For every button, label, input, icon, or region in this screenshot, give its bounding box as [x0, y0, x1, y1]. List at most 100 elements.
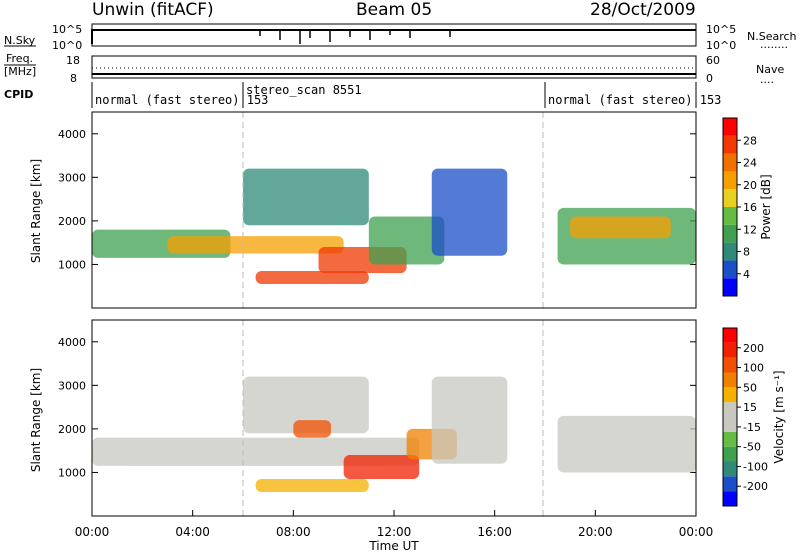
scatter-region — [293, 420, 332, 438]
colorbar-tick-label: 12 — [743, 223, 757, 236]
colorbar-swatch — [723, 461, 737, 477]
scatter-region — [255, 270, 369, 285]
colorbar-swatch — [723, 278, 737, 296]
cpid-segment-label: normal (fast stereo) 153 — [95, 93, 268, 107]
colorbar-swatch — [723, 153, 737, 172]
freq-right-tick-bottom: 0 — [706, 72, 713, 85]
scatter-region — [570, 216, 671, 239]
colorbar-tick-label: 50 — [743, 381, 757, 394]
colorbar-swatch — [723, 446, 737, 462]
sky-left-tick-top: 10^5 — [52, 23, 82, 36]
scatter-region — [243, 168, 369, 226]
time-axis-label: Time UT — [368, 539, 419, 553]
colorbar-tick-label: 8 — [743, 246, 750, 259]
x-tick-label: 12:00 — [377, 525, 412, 539]
sky-trace — [91, 29, 696, 44]
colorbar-swatch — [723, 342, 737, 358]
cpid-segment-label: stereo_scan 8551 — [246, 83, 362, 97]
freq-left-label-bottom: [MHz] — [4, 65, 36, 78]
colorbar-swatch — [723, 260, 737, 279]
colorbar-swatch — [723, 207, 737, 225]
power-colorbar-label: Power [dB] — [759, 174, 773, 239]
sky-right-tick-bottom: 10^0 — [706, 39, 736, 52]
colorbar-tick-label: -200 — [743, 480, 768, 493]
cpid-label: CPID — [4, 88, 33, 101]
colorbar-swatch — [723, 242, 737, 261]
colorbar-tick-label: -100 — [743, 460, 768, 473]
search-dips — [259, 31, 451, 44]
date-title: 28/Oct/2009 — [590, 0, 696, 20]
time-axis-ticks: 00:00 04:00 08:00 12:00 16:00 20:00 00:00 — [75, 510, 713, 539]
cpid-bar: CPID normal (fast stereo) 153stereo_scan… — [4, 82, 721, 108]
colorbar-swatch — [723, 417, 737, 432]
colorbar-tick-label: 15 — [743, 401, 757, 414]
x-tick-label: 20:00 — [578, 525, 613, 539]
x-tick-label: 00:00 — [75, 525, 110, 539]
freq-left-label-top: Freq. — [6, 52, 33, 65]
scatter-region — [557, 415, 696, 473]
colorbar-swatch — [723, 328, 737, 343]
scatter-region — [167, 236, 344, 254]
freq-panel: Freq. [MHz] 18 8 60 0 Nave .... — [4, 52, 784, 86]
colorbar-tick-label: 20 — [743, 179, 757, 192]
colorbar-swatch — [723, 171, 737, 190]
freq-left-tick-bottom: 8 — [70, 72, 77, 85]
power-regions — [92, 168, 696, 285]
y-tick-label: 2000 — [58, 215, 86, 228]
y-tick-label: 4000 — [58, 128, 86, 141]
colorbar-swatch — [723, 189, 737, 207]
velocity-yticks: 1000 2000 3000 4000 — [58, 336, 696, 479]
y-tick-label: 3000 — [58, 379, 86, 392]
scatter-region — [92, 437, 420, 466]
station-title: Unwin (fitACF) — [92, 0, 214, 20]
colorbar-swatch — [723, 491, 737, 506]
colorbar-tick-label: 4 — [743, 268, 750, 281]
freq-right-dots: .... — [760, 73, 774, 86]
x-tick-label: 08:00 — [276, 525, 311, 539]
colorbar-tick-label: 16 — [743, 201, 757, 214]
power-ylabel: Slant Range [km] — [29, 159, 43, 263]
colorbar-tick-label: -15 — [743, 421, 761, 434]
velocity-colorbar: 200 100 50 15 -15 -50 -100 -200 Velocity [m s⁻¹… — [722, 327, 786, 507]
sky-left-label: N.Sky — [4, 34, 36, 47]
power-panel: Slant Range [km] 1000 2000 3000 4000 — [29, 111, 697, 309]
freq-right-label: Nave — [756, 63, 784, 76]
sky-right-tick-top: 10^5 — [706, 23, 736, 36]
colorbar-swatch — [723, 431, 737, 447]
y-tick-label: 2000 — [58, 423, 86, 436]
scatter-region — [431, 168, 508, 256]
colorbar-swatch — [723, 357, 737, 373]
scatter-region — [343, 455, 420, 479]
colorbar-tick-label: 24 — [743, 157, 757, 170]
colorbar-swatch — [723, 135, 737, 154]
velocity-colorbar-label: Velocity [m s⁻¹] — [772, 370, 786, 463]
sky-right-dots: ........ — [760, 38, 788, 51]
colorbar-swatch — [723, 476, 737, 492]
freq-left-tick-top: 18 — [66, 54, 80, 67]
velocity-regions — [92, 376, 696, 493]
freq-right-tick-top: 60 — [706, 54, 720, 67]
scatter-region — [431, 376, 508, 464]
colorbar-swatch — [723, 118, 737, 136]
scatter-region — [243, 376, 369, 434]
colorbar-swatch — [723, 387, 737, 403]
scatter-region — [255, 478, 369, 493]
colorbar-tick-label: 28 — [743, 134, 757, 147]
y-tick-label: 1000 — [58, 258, 86, 271]
y-tick-label: 1000 — [58, 466, 86, 479]
power-yticks: 1000 2000 3000 4000 — [58, 128, 696, 271]
sky-left-tick-bottom: 10^0 — [52, 39, 82, 52]
colorbar-swatch — [723, 372, 737, 388]
cpid-segment-label: normal (fast stereo) 153 — [548, 93, 721, 107]
colorbar-swatch — [723, 402, 737, 417]
colorbar-tick-label: 100 — [743, 362, 764, 375]
sky-panel: N.Sky 10^5 10^0 10^5 10^0 N.Search .....… — [4, 23, 797, 52]
y-tick-label: 3000 — [58, 171, 86, 184]
x-tick-label: 04:00 — [175, 525, 210, 539]
power-colorbar: 28 24 20 16 12 8 4 Power [dB] — [722, 117, 773, 297]
sky-right-label: N.Search — [747, 30, 797, 43]
velocity-ylabel: Slant Range [km] — [29, 368, 43, 472]
beam-title: Beam 05 — [356, 0, 432, 20]
